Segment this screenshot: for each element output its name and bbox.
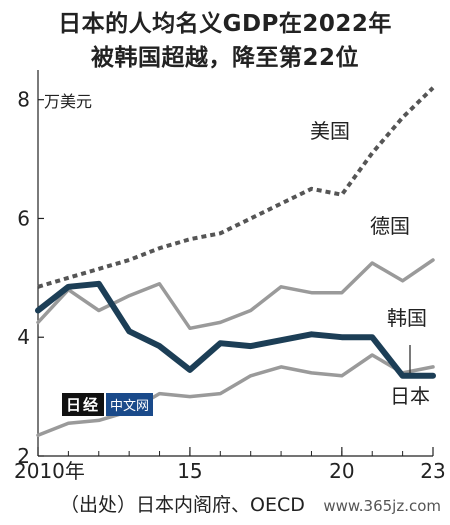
series-label-美国: 美国 [310,119,350,143]
series-label-日本: 日本 [390,384,430,408]
x-tick-label: 23 [420,459,445,483]
chart-title-line1: 日本的人均名义GDP在2022年 [58,11,392,37]
logo-text: 中文网 [106,392,154,416]
x-tick-label: 2010年 [14,459,85,483]
x-tick-label: 20 [329,459,354,483]
y-tick-label: 2 [17,444,30,468]
chart-title-line2: 被韩国超越，降至第22位 [90,45,359,71]
axes: 2 4 6 8 2010年 15 20 23 万美元 [14,70,446,483]
y-tick-label: 4 [17,325,30,349]
x-tick-label: 15 [177,459,202,483]
nikkei-logo: 日经 中文网 [62,392,180,416]
y-unit-label: 万美元 [44,92,92,111]
series-group [35,86,436,437]
series-line-美国 [37,86,435,289]
series-label-韩国: 韩国 [387,306,427,330]
source-note: （出处）日本内阁府、OECD [60,494,305,516]
series-line-日本 [35,280,436,379]
series-line-德国 [36,258,435,331]
watermark: www.365jz.com [320,497,444,515]
y-tick-label: 8 [17,88,30,112]
series-line-韩国 [36,353,435,437]
y-tick-label: 6 [17,206,30,230]
series-label-德国: 德国 [370,214,410,238]
logo-mark: 日经 [62,392,105,416]
